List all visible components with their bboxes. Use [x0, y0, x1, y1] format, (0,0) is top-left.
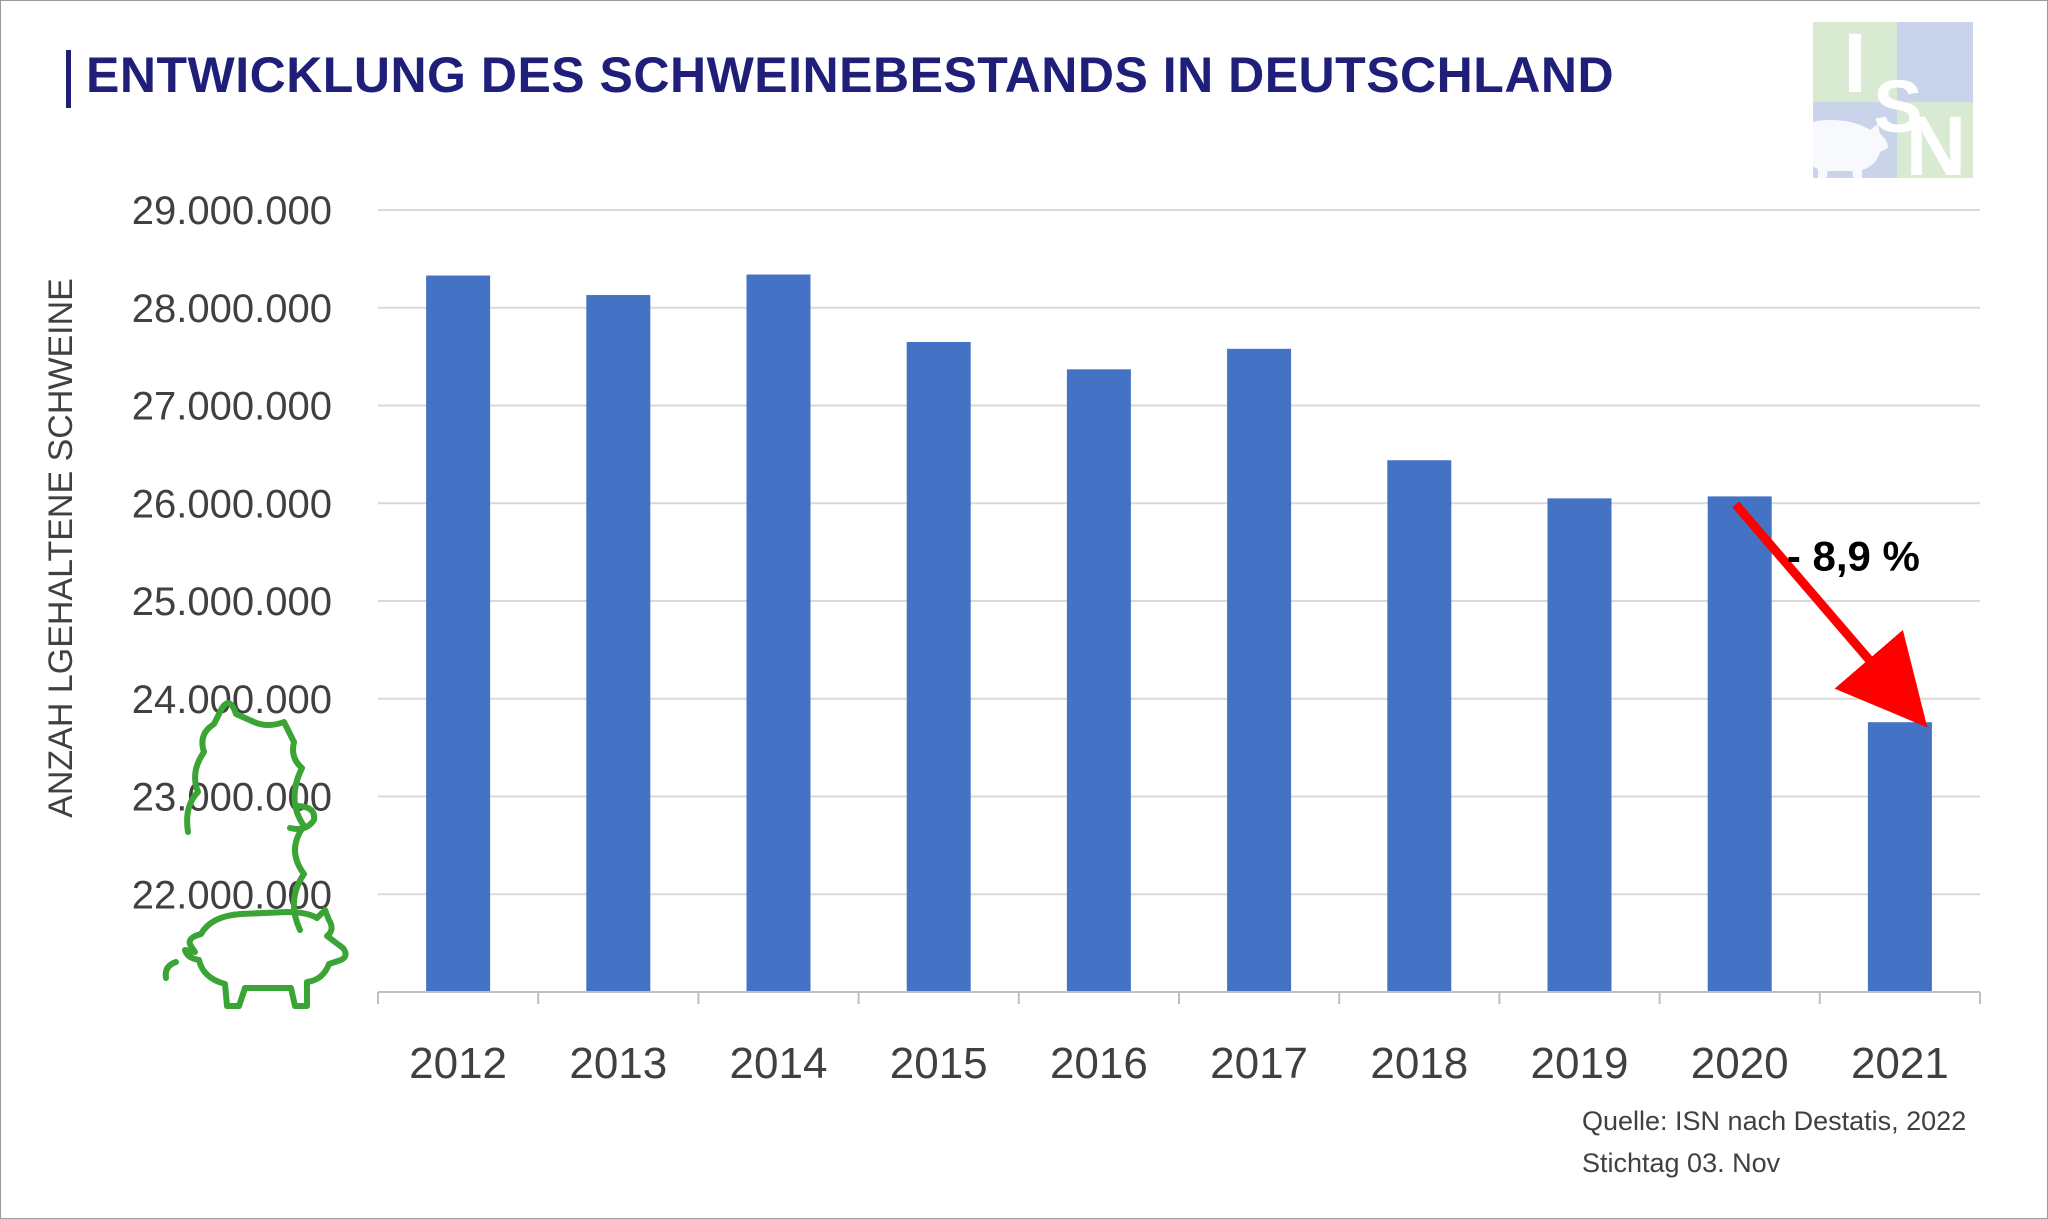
x-tick-label: 2015 — [890, 1039, 988, 1088]
x-tick-label: 2014 — [730, 1039, 828, 1088]
x-tick-label: 2018 — [1370, 1039, 1468, 1088]
pig-outline-icon — [162, 700, 349, 1009]
y-tick-label: 27.000.000 — [132, 385, 332, 429]
bar-2018 — [1387, 460, 1452, 992]
reference-date: Stichtag 03. Nov — [1582, 1148, 1781, 1178]
bar-2016 — [1066, 369, 1131, 992]
bar-2021 — [1867, 722, 1932, 992]
bar-2012 — [426, 275, 491, 992]
bar-2017 — [1227, 348, 1292, 992]
x-tick-label: 2013 — [569, 1039, 667, 1088]
y-tick-label: 23.000.000 — [132, 776, 332, 820]
bars — [426, 274, 1932, 993]
y-tick-label: 24.000.000 — [132, 678, 332, 722]
bar-2015 — [906, 341, 971, 992]
x-tick-label: 2012 — [409, 1039, 507, 1088]
x-tick-label: 2021 — [1851, 1039, 1949, 1088]
isn-logo: I S N — [1790, 16, 1973, 193]
x-tick-label: 2017 — [1210, 1039, 1308, 1088]
decline-percentage: - 8,9 % — [1787, 532, 1920, 579]
x-tick-label: 2019 — [1531, 1039, 1629, 1088]
x-tick-label: 2020 — [1691, 1039, 1789, 1088]
bar-2013 — [586, 295, 651, 993]
title-accent-bar — [66, 50, 71, 108]
logo-letter-i: I — [1843, 16, 1866, 110]
y-tick-label: 28.000.000 — [132, 287, 332, 331]
chart-title: ENTWICKLUNG DES SCHWEINEBESTANDS IN DEUT… — [86, 47, 1615, 103]
bar-2019 — [1547, 498, 1612, 992]
y-tick-label: 25.000.000 — [132, 580, 332, 624]
y-axis-label: ANZAH LGEHALTENE SCHWEINE — [42, 278, 80, 818]
logo-letter-s: S — [1873, 65, 1922, 148]
y-tick-label: 26.000.000 — [132, 482, 332, 526]
source-citation: Quelle: ISN nach Destatis, 2022 — [1582, 1106, 1967, 1136]
x-axis — [377, 991, 1981, 1004]
logo-pig-icon — [1790, 120, 1888, 180]
decline-arrow — [1732, 501, 1928, 728]
change-annotation: - 8,9 % — [1732, 501, 1928, 728]
x-tick-label: 2016 — [1050, 1039, 1148, 1088]
y-tick-label: 29.000.000 — [132, 189, 332, 233]
bar-2014 — [746, 274, 811, 992]
x-tick-labels: 2012 2013 2014 2015 2016 2017 2018 2019 2020 2021 — [409, 1039, 1949, 1088]
logo-letter-n: N — [1906, 99, 1967, 193]
bar-2020 — [1707, 496, 1772, 992]
